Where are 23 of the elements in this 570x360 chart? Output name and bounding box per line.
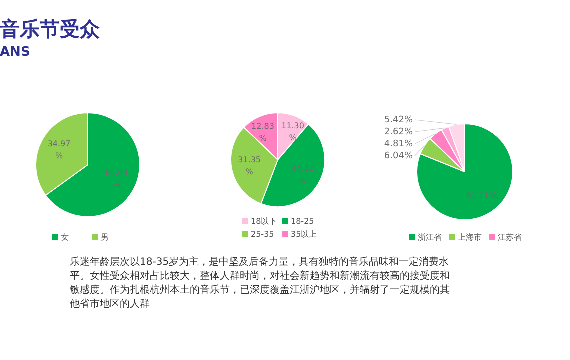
legend-label: 江苏省 [498,233,522,242]
data-label: 34.97 % [48,140,71,161]
legend-label: 18-25 [291,217,314,226]
data-label: 65.03 % [105,168,128,190]
legend-label: 上海市 [458,233,482,242]
text: 乐迷年龄层次以18-35岁为主，是中坚及后备力量，具有独特的音乐品味和一定消费水平。女性受众相对占比较大，整体人群时尚，对社会新趋势和新潮流有较高的接受度和敏感度。作为扎根杭州本土的音乐节，已深度覆盖江浙沪地区，并辐射了一定规模的其他省市地区的人群 [70,256,450,312]
legend-label: 男 [101,233,109,242]
text: ANS [0,45,30,60]
data-label: 5.42% [384,115,414,126]
legend-label: 25-35 [251,230,274,240]
legend-label: 35以上 [291,230,318,240]
text: 音乐节受众 [0,17,101,41]
legend-label: 浙江省 [418,233,442,242]
data-label: 31.35 % [238,156,262,177]
legend-label: 18以下 [251,217,278,226]
data-label: 6.04% [384,151,414,162]
data-label: 12.83 % [252,122,274,144]
data-label: 81.11% [466,192,498,201]
data-label: 44.52 % [292,164,314,186]
legend-label: 女 [61,233,69,242]
data-label: 11.30 % [282,122,304,143]
data-label: 2.62% [384,127,414,138]
data-label: 4.81% [384,139,414,150]
